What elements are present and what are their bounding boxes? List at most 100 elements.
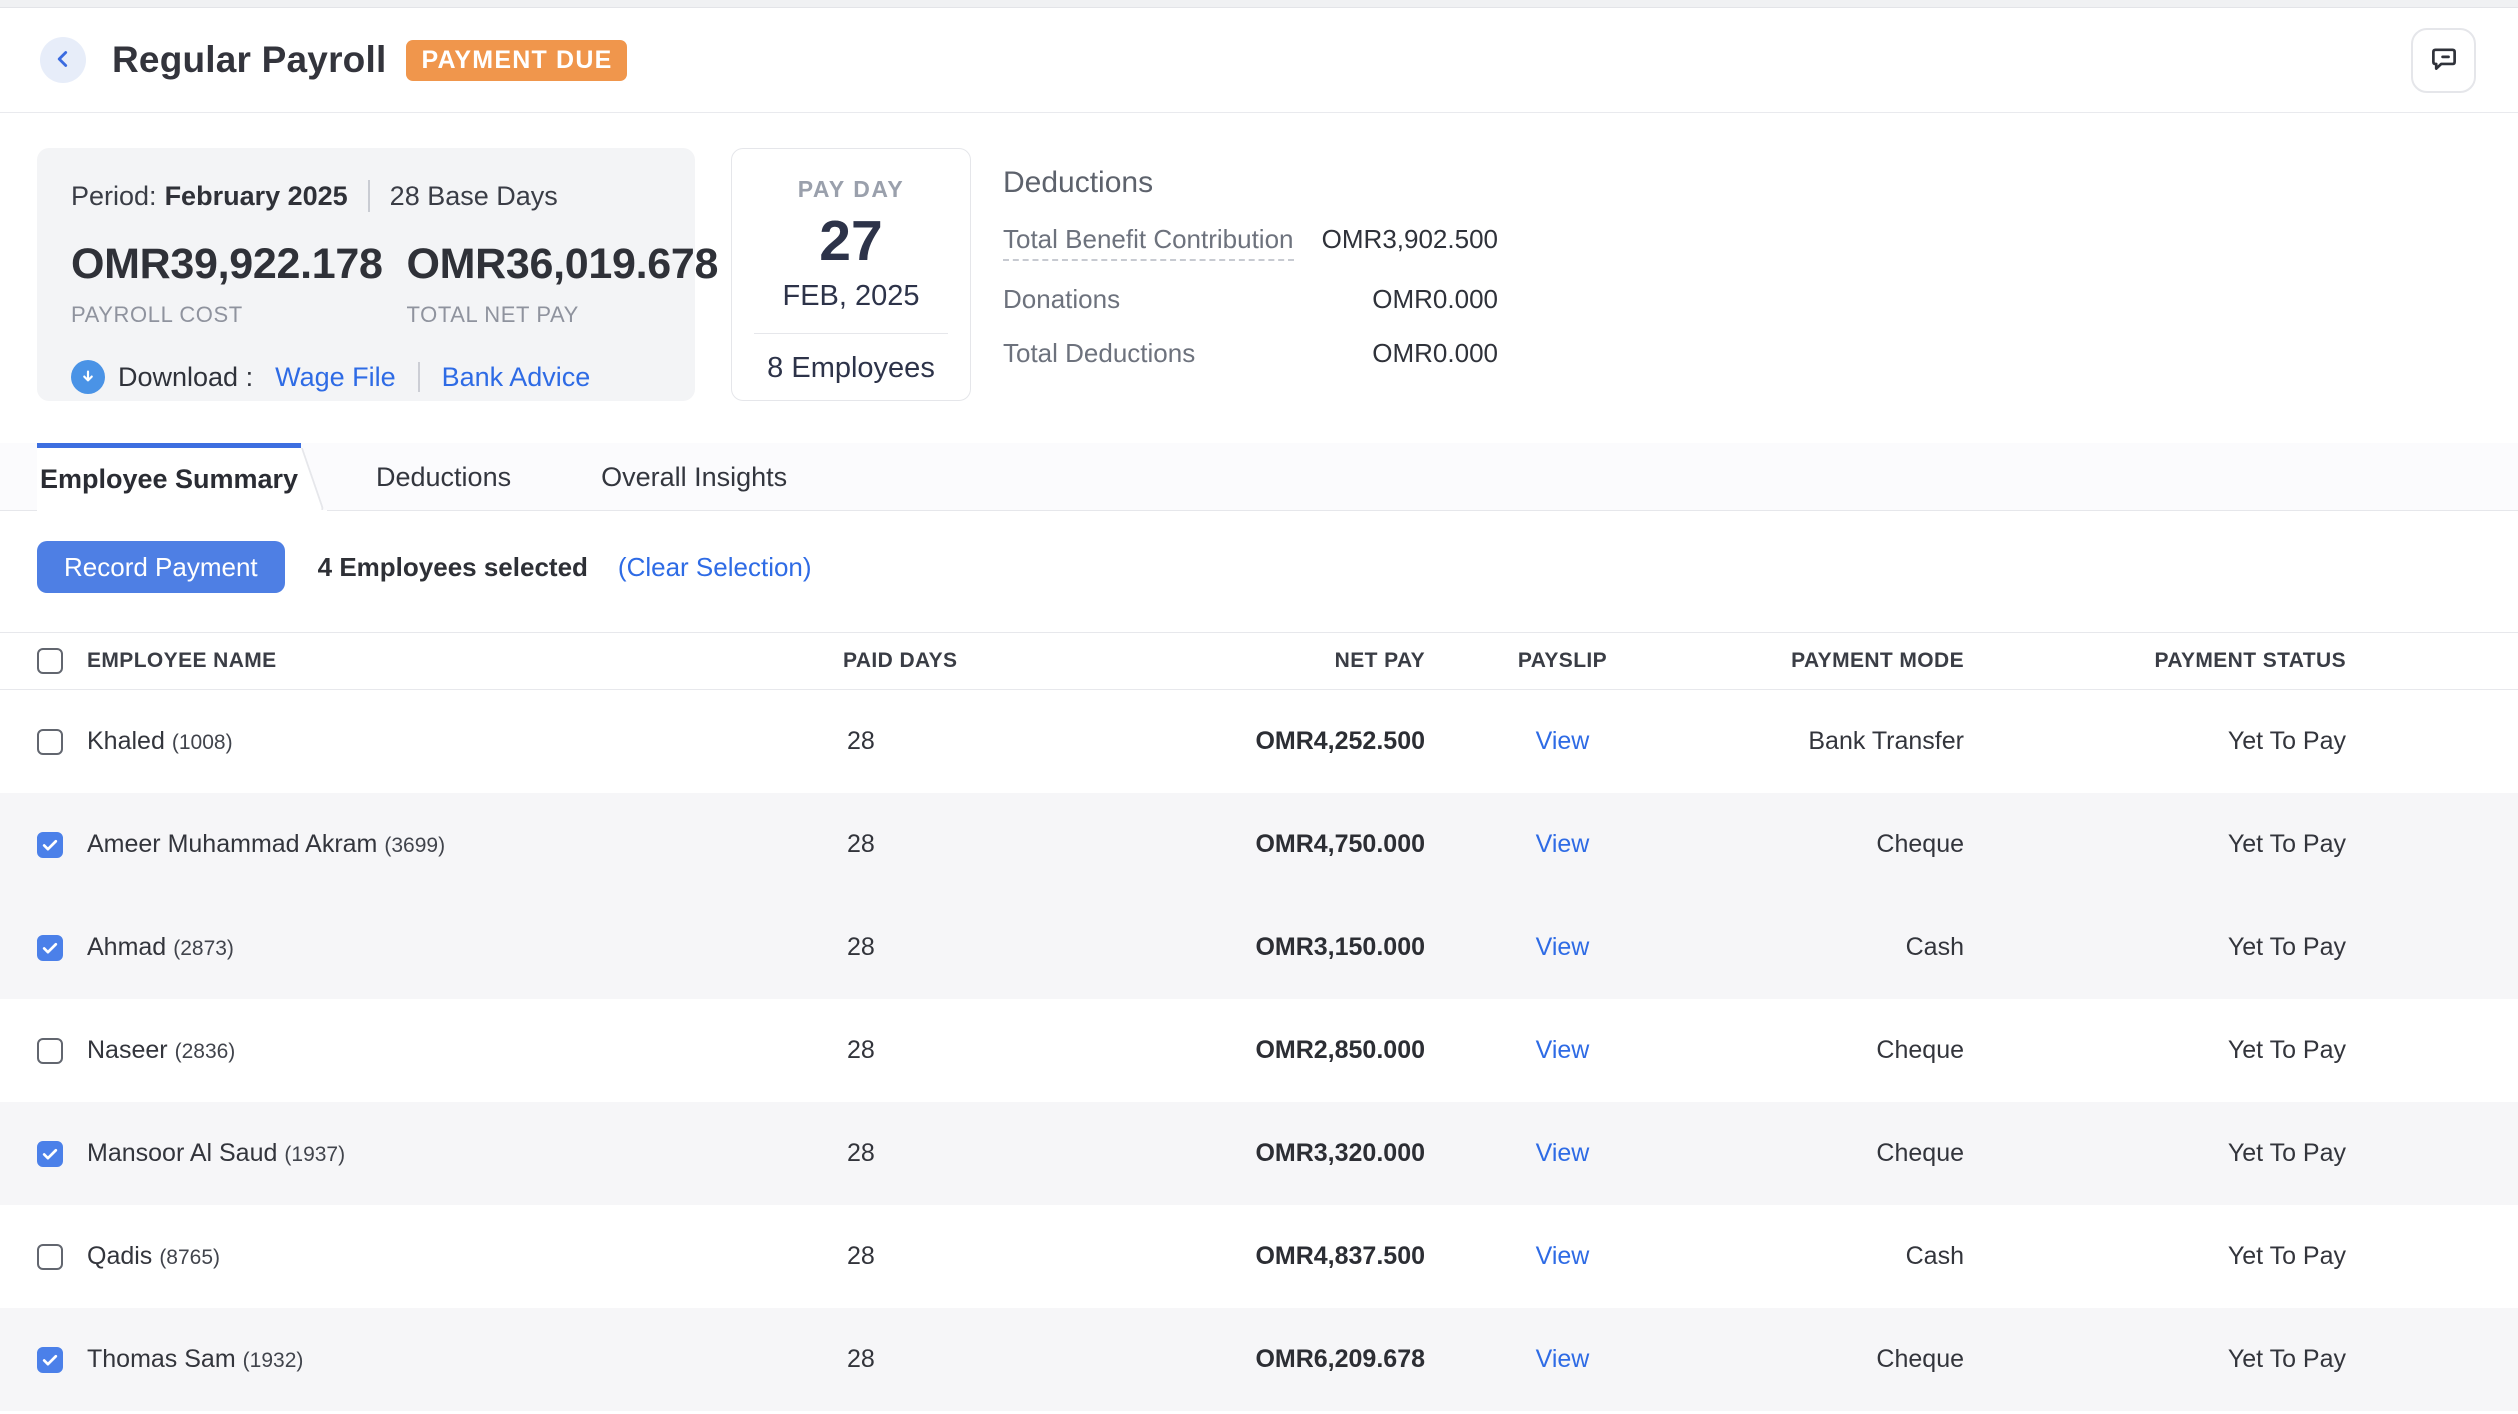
selection-count-text: 4 Employees selected xyxy=(317,551,588,582)
net-pay-value: OMR4,252.500 xyxy=(1255,727,1425,755)
table-row[interactable]: Khaled (1008) 28 OMR4,252.500 View Bank T… xyxy=(0,690,2518,793)
payday-card: PAY DAY 27 FEB, 2025 8 Employees xyxy=(731,148,971,401)
payroll-cost-label: PAYROLL COST xyxy=(71,302,243,327)
divider xyxy=(754,333,948,334)
employee-id: (2836) xyxy=(174,1040,236,1063)
chat-bubble-icon xyxy=(2427,42,2461,79)
payday-month-year: FEB, 2025 xyxy=(782,280,920,312)
table-row[interactable]: Ahmad (2873) 28 OMR3,150.000 View Cash Ye… xyxy=(0,896,2518,999)
paid-days-value: 28 xyxy=(847,1242,875,1270)
net-pay-value: OMR4,750.000 xyxy=(1255,830,1425,858)
employee-id: (1932) xyxy=(242,1349,304,1372)
row-checkbox[interactable] xyxy=(37,1346,63,1373)
payslip-view-link[interactable]: View xyxy=(1535,933,1590,961)
chevron-left-icon xyxy=(50,46,76,75)
row-checkbox[interactable] xyxy=(37,728,63,755)
net-pay-value: OMR3,150.000 xyxy=(1255,933,1425,961)
row-checkbox[interactable] xyxy=(37,831,63,858)
payment-mode-value: Cheque xyxy=(1876,1345,1964,1373)
deductions-panel: Deductions Total Benefit Contribution OM… xyxy=(1003,148,1498,392)
table-header-row: EMPLOYEE NAME PAID DAYS NET PAY PAYSLIP … xyxy=(0,632,2518,690)
deduction-row: Donations OMR0.000 xyxy=(1003,284,1498,315)
back-button[interactable] xyxy=(40,37,86,83)
table-row[interactable]: Mansoor Al Saud (1937) 28 OMR3,320.000 Vi… xyxy=(0,1102,2518,1205)
record-payment-button[interactable]: Record Payment xyxy=(37,541,285,593)
tab-bar: Employee Summary Deductions Overall Insi… xyxy=(0,443,2518,512)
table-row[interactable]: Ameer Muhammad Akram (3699) 28 OMR4,750.0… xyxy=(0,793,2518,896)
employee-name: Thomas Sam xyxy=(87,1345,236,1373)
payslip-view-link[interactable]: View xyxy=(1535,1036,1590,1064)
base-days: 28 Base Days xyxy=(389,180,558,211)
deductions-title: Deductions xyxy=(1003,166,1154,199)
paid-days-value: 28 xyxy=(847,933,875,961)
donations-label: Donations xyxy=(1003,284,1121,314)
payment-mode-value: Cheque xyxy=(1876,830,1964,858)
feedback-chat-button[interactable] xyxy=(2411,27,2476,93)
employee-table: EMPLOYEE NAME PAID DAYS NET PAY PAYSLIP … xyxy=(0,632,2518,1411)
download-icon xyxy=(71,360,105,394)
row-checkbox[interactable] xyxy=(37,934,63,961)
payment-status-value: Yet To Pay xyxy=(2227,1036,2346,1064)
paid-days-value: 28 xyxy=(847,1345,875,1373)
divider xyxy=(417,362,420,392)
payment-mode-value: Cheque xyxy=(1876,1036,1964,1064)
employee-name: Qadis xyxy=(87,1242,153,1270)
summary-section: Period: February 2025 28 Base Days OMR39… xyxy=(37,148,2478,401)
employee-id: (3699) xyxy=(384,834,446,857)
table-row[interactable]: Naseer (2836) 28 OMR2,850.000 View Cheque… xyxy=(0,999,2518,1102)
table-row[interactable]: Thomas Sam (1932) 28 OMR6,209.678 View Ch… xyxy=(0,1308,2518,1411)
payslip-view-link[interactable]: View xyxy=(1535,830,1590,858)
net-pay-value: OMR4,837.500 xyxy=(1255,1242,1425,1270)
paid-days-value: 28 xyxy=(847,1036,875,1064)
payment-status-value: Yet To Pay xyxy=(2227,933,2346,961)
net-pay-value: OMR2,850.000 xyxy=(1255,1036,1425,1064)
paid-days-value: 28 xyxy=(847,830,875,858)
row-checkbox[interactable] xyxy=(37,1037,63,1064)
deduction-row: Total Deductions OMR0.000 xyxy=(1003,338,1498,369)
column-payment-mode: PAYMENT MODE xyxy=(1791,649,1964,672)
column-payment-status: PAYMENT STATUS xyxy=(2154,649,2346,672)
payment-status-value: Yet To Pay xyxy=(2227,1139,2346,1167)
tab-deductions[interactable]: Deductions xyxy=(376,461,512,492)
payslip-view-link[interactable]: View xyxy=(1535,1345,1590,1373)
payment-mode-value: Bank Transfer xyxy=(1808,727,1964,755)
payment-status-value: Yet To Pay xyxy=(2227,1345,2346,1373)
payment-status-value: Yet To Pay xyxy=(2227,727,2346,755)
clear-selection-link[interactable]: (Clear Selection) xyxy=(617,551,812,582)
period-label: Period: xyxy=(71,180,157,211)
row-checkbox[interactable] xyxy=(37,1140,63,1167)
tab-overall-insights[interactable]: Overall Insights xyxy=(601,461,788,492)
deduction-row: Total Benefit Contribution OMR3,902.500 xyxy=(1003,224,1498,261)
column-payslip: PAYSLIP xyxy=(1517,649,1608,672)
employee-name: Ahmad xyxy=(87,933,167,961)
status-badge: PAYMENT DUE xyxy=(406,39,628,81)
payment-status-value: Yet To Pay xyxy=(2227,830,2346,858)
employee-name: Ameer Muhammad Akram xyxy=(87,830,378,858)
column-employee-name: EMPLOYEE NAME xyxy=(87,649,277,672)
payment-mode-value: Cash xyxy=(1905,933,1964,961)
total-benefit-contribution-label[interactable]: Total Benefit Contribution xyxy=(1003,224,1294,261)
total-benefit-contribution-value: OMR3,902.500 xyxy=(1321,224,1498,254)
row-checkbox[interactable] xyxy=(37,1243,63,1270)
payslip-view-link[interactable]: View xyxy=(1535,1139,1590,1167)
payment-status-value: Yet To Pay xyxy=(2227,1242,2346,1270)
paid-days-value: 28 xyxy=(847,727,875,755)
paid-days-value: 28 xyxy=(847,1139,875,1167)
payroll-cost-amount: OMR39,922.178 xyxy=(71,240,383,288)
payslip-view-link[interactable]: View xyxy=(1535,727,1590,755)
employee-name: Naseer xyxy=(87,1036,168,1064)
select-all-checkbox[interactable] xyxy=(37,648,63,674)
column-paid-days: PAID DAYS xyxy=(843,649,958,672)
payslip-view-link[interactable]: View xyxy=(1535,1242,1590,1270)
payment-mode-value: Cheque xyxy=(1876,1139,1964,1167)
employee-id: (2873) xyxy=(173,937,234,960)
table-row[interactable]: Qadis (8765) 28 OMR4,837.500 View Cash Ye… xyxy=(0,1205,2518,1308)
tab-employee-summary[interactable]: Employee Summary xyxy=(37,443,327,512)
download-label: Download : xyxy=(118,361,254,392)
wage-file-link[interactable]: Wage File xyxy=(275,361,396,392)
bank-advice-link[interactable]: Bank Advice xyxy=(441,361,591,392)
employee-name: Mansoor Al Saud xyxy=(87,1139,278,1167)
total-deductions-value: OMR0.000 xyxy=(1372,338,1498,368)
payday-employee-count: 8 Employees xyxy=(767,352,935,384)
